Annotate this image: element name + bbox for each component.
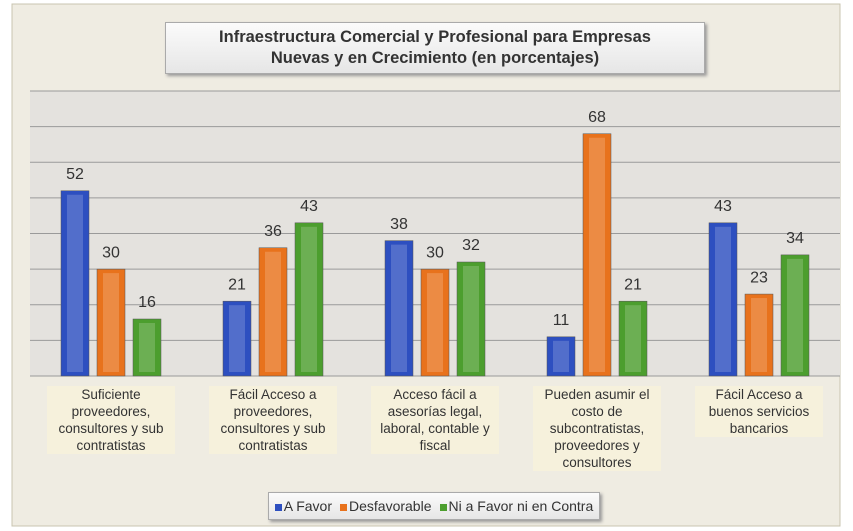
- legend-item: A Favor: [274, 498, 332, 514]
- bar: [294, 222, 324, 377]
- bar-highlight: [67, 194, 83, 372]
- x-tick-label: Acceso fácil a asesorías legal, laboral,…: [371, 386, 499, 454]
- data-label: 43: [300, 198, 318, 215]
- bar-highlight: [751, 298, 767, 372]
- x-tick-label: Fácil Acceso a proveedores, consultores …: [209, 386, 337, 454]
- bar: [132, 318, 162, 377]
- bar: [546, 336, 576, 377]
- bar-highlight: [715, 226, 731, 372]
- bar: [708, 222, 738, 377]
- bar: [384, 240, 414, 377]
- data-label: 36: [264, 223, 282, 240]
- bar: [618, 300, 648, 377]
- data-label: 11: [553, 312, 570, 329]
- bar-highlight: [103, 273, 119, 372]
- bar: [744, 293, 774, 377]
- data-label: 30: [426, 244, 444, 261]
- bar-highlight: [553, 340, 569, 372]
- data-label: 34: [786, 230, 804, 247]
- bar-highlight: [787, 258, 803, 372]
- bar-highlight: [463, 266, 479, 372]
- data-label: 52: [66, 166, 84, 183]
- bar-highlight: [229, 305, 245, 372]
- bar: [582, 133, 612, 377]
- legend-swatch: [274, 504, 282, 511]
- legend-label: Ni a Favor ni en Contra: [448, 498, 594, 514]
- data-label: 68: [588, 109, 606, 126]
- x-tick-label: Suficiente proveedores, consultores y su…: [47, 386, 175, 454]
- bar: [456, 261, 486, 377]
- data-label: 16: [138, 294, 156, 311]
- bar-highlight: [427, 273, 443, 372]
- bar: [780, 254, 810, 377]
- chart-title: Infraestructura Comercial y Profesional …: [165, 22, 705, 74]
- legend-item: Ni a Favor ni en Contra: [439, 498, 594, 514]
- bar-highlight: [301, 226, 317, 372]
- legend-item: Desfavorable: [340, 498, 432, 514]
- legend-label: A Favor: [283, 498, 332, 514]
- bar: [258, 247, 288, 377]
- bar-highlight: [265, 251, 281, 372]
- bar-highlight: [589, 137, 605, 372]
- legend-swatch: [340, 504, 347, 511]
- data-label: 23: [750, 269, 768, 286]
- bar: [96, 268, 126, 377]
- x-tick-label: Pueden asumir el costo de subcontratista…: [533, 386, 661, 471]
- bar: [60, 190, 90, 377]
- bar-highlight: [625, 305, 641, 372]
- data-label: 21: [624, 276, 642, 293]
- data-label: 38: [390, 216, 408, 233]
- data-label: 32: [462, 237, 480, 254]
- bar: [222, 300, 252, 377]
- bar-highlight: [139, 323, 155, 372]
- bar-highlight: [391, 244, 407, 372]
- legend-label: Desfavorable: [349, 498, 432, 514]
- data-label: 21: [228, 276, 246, 293]
- x-tick-label: Fácil Acceso a buenos servicios bancario…: [695, 386, 823, 437]
- data-label: 43: [714, 198, 732, 215]
- bar: [420, 268, 450, 377]
- legend: A Favor Desfavorable Ni a Favor ni en Cont…: [268, 492, 600, 520]
- legend-swatch: [439, 504, 447, 511]
- data-label: 30: [102, 244, 120, 261]
